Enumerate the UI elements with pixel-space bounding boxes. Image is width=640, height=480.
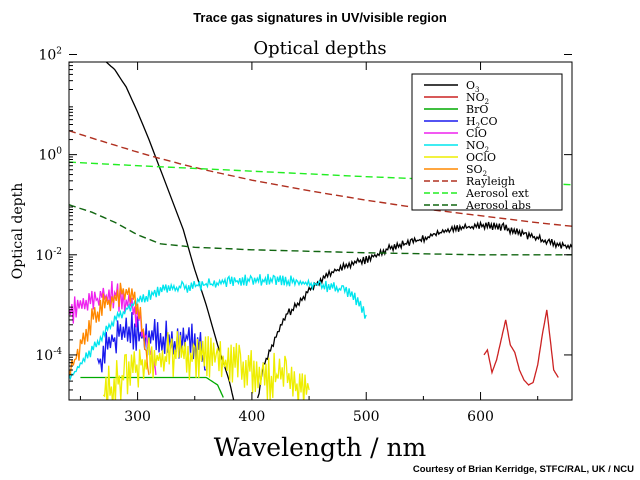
- chart-title: Optical depths: [253, 38, 386, 59]
- legend-label: ClO: [466, 127, 487, 140]
- series-line-oclo: [102, 331, 310, 400]
- y-tick-label: 100: [38, 147, 62, 164]
- y-tick-label: 10-4: [35, 347, 62, 364]
- series-layer: [69, 62, 572, 400]
- y-tick-label: 102: [38, 46, 62, 63]
- series-line-aerosol-ext: [69, 161, 572, 186]
- y-tick-label: 10-2: [35, 247, 62, 264]
- series-line-rayleigh: [69, 129, 572, 227]
- legend: O3NO2BrOH2COClONO2OClOSO2RayleighAerosol…: [411, 73, 563, 212]
- x-axis-label: Wavelength / nm: [214, 433, 427, 462]
- legend-label: O3: [466, 79, 480, 94]
- series-line-bro: [80, 376, 224, 398]
- series-line-clo: [69, 280, 157, 376]
- legend-label: NO2: [466, 91, 489, 106]
- legend-label: OClO: [466, 151, 496, 164]
- legend-label: H2CO: [466, 115, 498, 130]
- series-line-so2: [69, 282, 150, 376]
- x-tick-label: 400: [239, 409, 266, 425]
- legend-label: BrO: [466, 103, 488, 116]
- y-axis-ticks: 102 100 10-2 10-4: [35, 46, 572, 391]
- legend-label: Rayleigh: [466, 175, 515, 188]
- x-tick-label: 500: [353, 409, 380, 425]
- x-tick-label: 300: [124, 409, 151, 425]
- legend-label: Aerosol abs: [465, 199, 531, 212]
- page-title: Trace gas signatures in UV/visible regio…: [193, 10, 447, 25]
- x-axis-ticks: 300 400 500 600: [79, 62, 539, 425]
- series-line-o3-chappuis-: [256, 220, 572, 399]
- series-line-h2co: [96, 312, 207, 373]
- legend-label: NO2: [466, 139, 489, 154]
- legend-label: Aerosol ext: [465, 187, 529, 200]
- series-line-no2-cyan-: [69, 273, 367, 381]
- series-line-o3: [105, 62, 235, 400]
- series-line-no2-red-: [483, 309, 559, 386]
- series-line-aerosol-abs: [69, 204, 572, 256]
- credit-text: Courtesy of Brian Kerridge, STFC/RAL, UK…: [412, 464, 634, 475]
- x-tick-label: 600: [467, 409, 494, 425]
- legend-label: SO2: [466, 163, 487, 178]
- y-axis-label: Optical depth: [10, 183, 26, 280]
